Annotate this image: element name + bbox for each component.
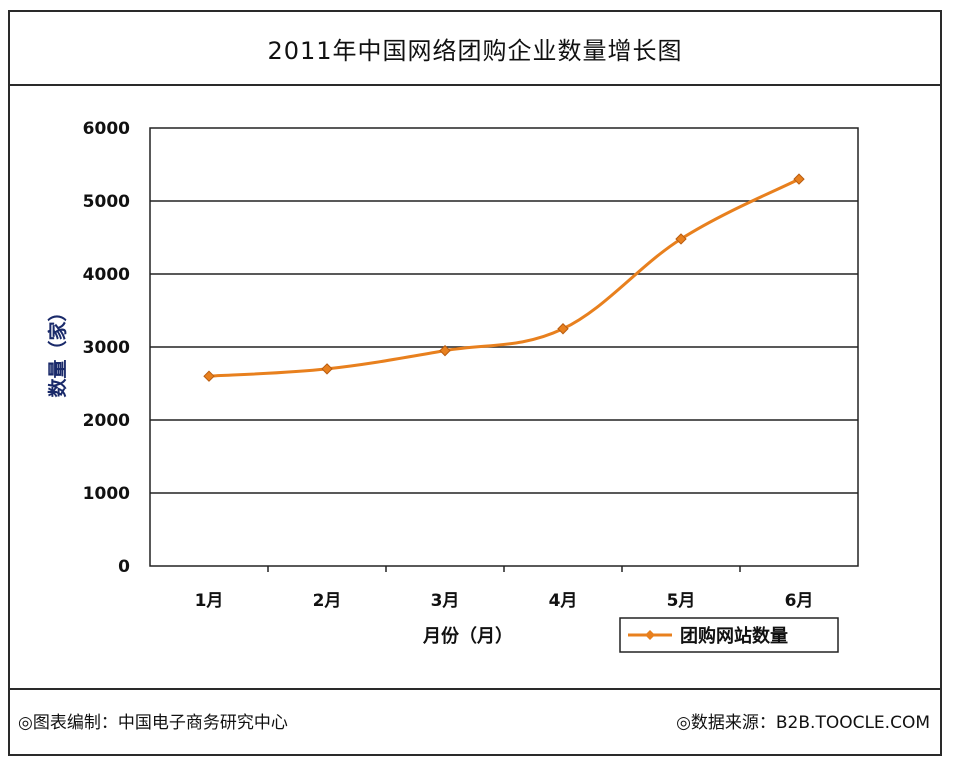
y-tick-label: 3000 bbox=[83, 338, 130, 358]
title-bar: 2011年中国网络团购企业数量增长图 bbox=[10, 12, 940, 86]
series-line bbox=[208, 177, 800, 378]
data-point bbox=[675, 233, 687, 245]
y-tick-label: 5000 bbox=[83, 192, 130, 212]
legend-label: 团购网站数量 bbox=[680, 625, 788, 647]
y-tick-label: 4000 bbox=[83, 265, 130, 285]
y-tick-label: 2000 bbox=[83, 411, 130, 431]
x-axis-title: 月份（月） bbox=[422, 625, 513, 647]
y-axis-title: 数量（家） bbox=[46, 302, 69, 397]
x-tick-label: 3月 bbox=[431, 591, 460, 611]
footer-source-compiler: ◎图表编制：中国电子商务研究中心 bbox=[18, 713, 288, 733]
chart-title: 2011年中国网络团购企业数量增长图 bbox=[267, 36, 683, 65]
footer-data-source: ◎数据来源：B2B.TOOCLE.COM bbox=[676, 713, 930, 733]
legend-marker bbox=[645, 630, 655, 640]
data-point bbox=[439, 344, 451, 357]
x-tick-label: 4月 bbox=[549, 591, 578, 611]
data-point bbox=[203, 370, 215, 382]
data-point bbox=[793, 173, 805, 185]
x-tick-label: 2月 bbox=[313, 591, 342, 611]
x-tick-label: 6月 bbox=[785, 591, 814, 611]
y-tick-label: 6000 bbox=[83, 119, 130, 139]
y-tick-label: 1000 bbox=[83, 484, 130, 504]
x-tick-label: 1月 bbox=[195, 591, 224, 611]
footer-divider bbox=[10, 688, 940, 690]
y-tick-label: 0 bbox=[118, 557, 130, 577]
data-point bbox=[557, 323, 569, 335]
data-point bbox=[321, 363, 333, 375]
x-tick-label: 5月 bbox=[667, 591, 696, 611]
